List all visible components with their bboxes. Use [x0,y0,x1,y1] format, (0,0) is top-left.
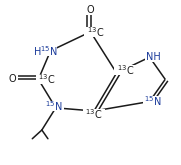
Bar [36,74,58,84]
Bar [145,52,161,62]
Text: O: O [87,5,94,15]
Bar [85,4,96,15]
Text: $^{13}$C: $^{13}$C [38,72,56,86]
Text: O: O [9,74,16,84]
Text: $^{13}$C: $^{13}$C [87,25,104,39]
Text: NH: NH [146,52,160,62]
Bar [45,101,64,111]
Text: $^{13}$C: $^{13}$C [85,107,103,121]
Bar [83,109,105,119]
Bar [114,65,136,75]
Text: $^{15}$N: $^{15}$N [144,95,162,108]
Bar [144,96,163,107]
Text: $^{13}$C: $^{13}$C [117,63,134,77]
Bar [7,74,18,84]
Text: H$^{15}$N: H$^{15}$N [33,44,58,58]
Bar [84,27,107,37]
Bar [33,46,58,56]
Text: $^{15}$N: $^{15}$N [45,99,63,113]
